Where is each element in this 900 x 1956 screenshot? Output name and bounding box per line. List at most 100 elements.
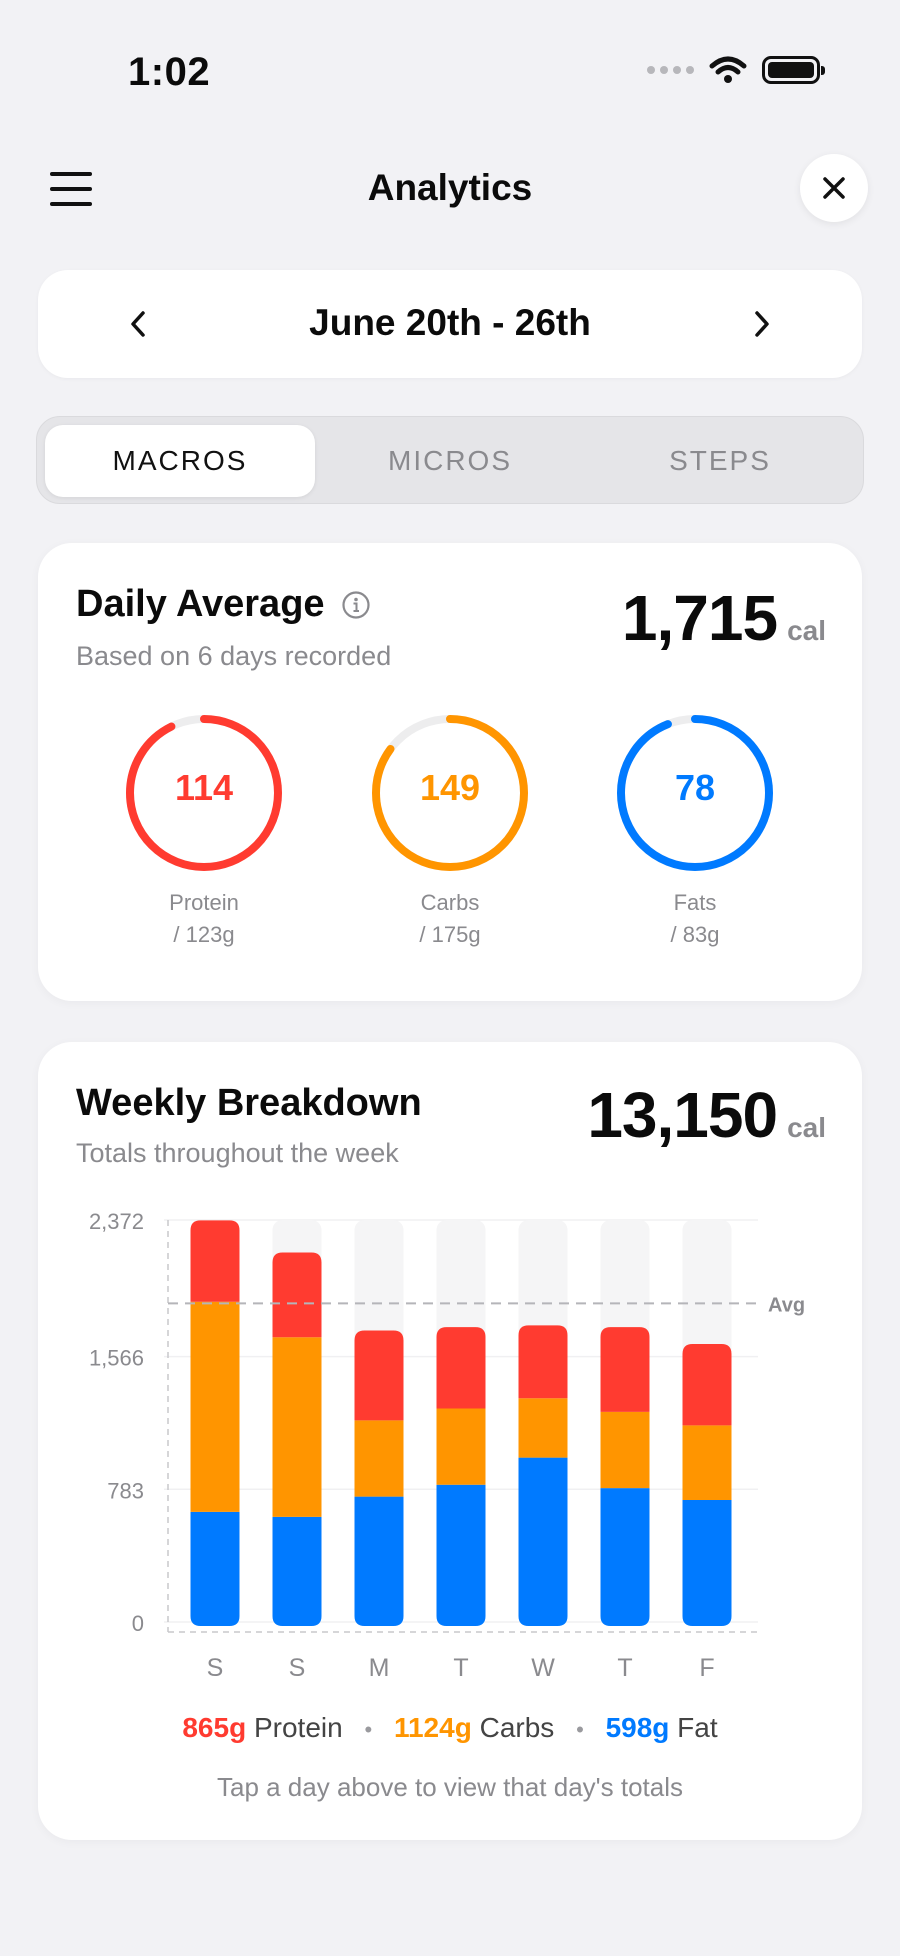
legend-fat-label: Fat <box>677 1712 718 1743</box>
weekly-breakdown-subtitle: Totals throughout the week <box>76 1138 399 1168</box>
daily-average-calories-value: 1,715 <box>621 582 778 654</box>
carbs-ring-chart <box>372 715 528 871</box>
battery-icon <box>762 56 825 84</box>
carbs-ring-arc <box>372 715 528 871</box>
protein-ring-chart <box>126 715 282 871</box>
fats-name: Fats <box>673 890 717 915</box>
bar-segment-carbs <box>354 1420 404 1497</box>
daily-average-title: Daily Average <box>76 583 325 625</box>
bar-segment-protein <box>682 1344 732 1426</box>
weekly-breakdown-title: Weekly Breakdown <box>76 1082 422 1124</box>
menu-icon[interactable] <box>50 172 92 206</box>
legend-protein-label: Protein <box>253 1712 343 1743</box>
protein-goal: / 123g <box>173 922 235 947</box>
date-range-selector: June 20th - 26th <box>38 270 862 378</box>
date-range-label: June 20th - 26th <box>309 302 591 343</box>
protein-label: Protein / 123g <box>114 887 294 951</box>
bar-segment-protein <box>272 1252 322 1338</box>
bar-segment-protein <box>600 1327 650 1412</box>
daily-average-subtitle: Based on 6 days recorded <box>76 641 392 671</box>
x-tick-label: S <box>207 1654 224 1682</box>
bar-segment-protein <box>518 1325 568 1399</box>
chevron-right-icon <box>755 311 769 337</box>
tab-macros[interactable]: MACROS <box>45 425 315 497</box>
daily-average-heading: Daily Average <box>76 583 371 626</box>
bar-segment-fat <box>600 1488 650 1626</box>
x-tick-label: T <box>617 1654 632 1682</box>
daily-average-calories-unit: cal <box>787 615 826 646</box>
bar-segment-carbs <box>272 1337 322 1517</box>
info-icon[interactable] <box>341 590 371 620</box>
y-tick-label: 2,372 <box>89 1209 144 1234</box>
y-tick-label: 0 <box>132 1611 144 1636</box>
bar-segment-carbs <box>436 1408 486 1485</box>
page-title: Analytics <box>367 167 533 208</box>
bar-segment-fat <box>436 1484 486 1626</box>
protein-name: Protein <box>169 890 239 915</box>
protein-ring-arc <box>126 715 282 871</box>
x-tick-label: F <box>699 1654 714 1682</box>
status-icons <box>647 55 825 85</box>
chart-hint: Tap a day above to view that day's total… <box>216 1772 684 1802</box>
fats-ring-chart <box>617 715 773 871</box>
chevron-left-icon <box>131 311 145 337</box>
carbs-label: Carbs / 175g <box>360 887 540 951</box>
nav-bar: Analytics <box>0 150 900 230</box>
bar-segment-fat <box>354 1496 404 1626</box>
next-week-button[interactable] <box>738 300 786 348</box>
bar-segment-carbs <box>190 1301 240 1512</box>
chart-legend: 865g Protein • 1124g Carbs • 598g Fat <box>38 1712 862 1744</box>
bar-segment-protein <box>436 1327 486 1409</box>
fats-ring-arc <box>617 715 773 871</box>
weekly-calories-unit: cal <box>787 1112 826 1143</box>
bar-segment-fat <box>190 1511 240 1626</box>
y-tick-label: 1,566 <box>89 1346 144 1371</box>
protein-ring: 114 Protein / 123g <box>114 713 294 951</box>
carbs-goal: / 175g <box>419 922 481 947</box>
wifi-icon <box>709 56 747 83</box>
signal-icon <box>647 66 694 74</box>
bar-segment-fat <box>272 1516 322 1626</box>
weekly-breakdown-card: Weekly Breakdown Totals throughout the w… <box>38 1042 862 1840</box>
bar-segment-carbs <box>600 1411 650 1489</box>
legend-separator: • <box>576 1716 584 1742</box>
tab-micros[interactable]: MICROS <box>388 445 512 476</box>
fats-goal: / 83g <box>670 922 720 947</box>
bar-segment-carbs <box>518 1398 568 1458</box>
bar-segment-protein <box>190 1220 240 1302</box>
carbs-name: Carbs <box>420 890 480 915</box>
protein-value: 114 <box>174 767 234 808</box>
weekly-calories: 13,150 cal <box>587 1078 826 1152</box>
carbs-ring: 149 Carbs / 175g <box>360 713 540 951</box>
legend-protein-value: 865g <box>182 1712 247 1743</box>
metric-tabs: MACROS MICROS STEPS <box>36 416 864 504</box>
x-tick-label: S <box>289 1654 306 1682</box>
weekly-breakdown-heading: Weekly Breakdown <box>76 1082 422 1125</box>
legend-carbs-label: Carbs <box>479 1712 555 1743</box>
legend-separator: • <box>364 1716 373 1742</box>
carbs-value: 149 <box>419 767 481 808</box>
x-tick-label: T <box>453 1654 468 1682</box>
bar-segment-fat <box>682 1499 732 1626</box>
close-icon <box>823 177 845 199</box>
x-tick-label: M <box>369 1654 390 1682</box>
bar-segment-carbs <box>682 1425 732 1500</box>
weekly-calories-value: 13,150 <box>587 1079 778 1151</box>
fats-label: Fats / 83g <box>605 887 785 951</box>
average-label: Avg <box>768 1294 805 1316</box>
legend-fat-value: 598g <box>605 1712 670 1743</box>
status-time: 1:02 <box>128 50 211 94</box>
y-tick-label: 783 <box>107 1478 144 1503</box>
fats-value: 78 <box>674 767 716 808</box>
bar-segment-protein <box>354 1330 404 1421</box>
fats-ring: 78 Fats / 83g <box>605 713 785 951</box>
weekly-macros-chart: 2,372 1,566 783 0 S S M T W T F Avg <box>89 1209 805 1682</box>
previous-week-button[interactable] <box>114 300 162 348</box>
tab-steps[interactable]: STEPS <box>669 445 771 476</box>
legend-carbs-value: 1124g <box>393 1712 472 1743</box>
status-bar: 1:02 <box>0 0 900 150</box>
bar-segment-fat <box>518 1457 568 1626</box>
daily-average-card: Daily Average Based on 6 days recorded 1… <box>38 543 862 1001</box>
x-tick-label: W <box>531 1654 555 1682</box>
close-button[interactable] <box>800 154 868 222</box>
